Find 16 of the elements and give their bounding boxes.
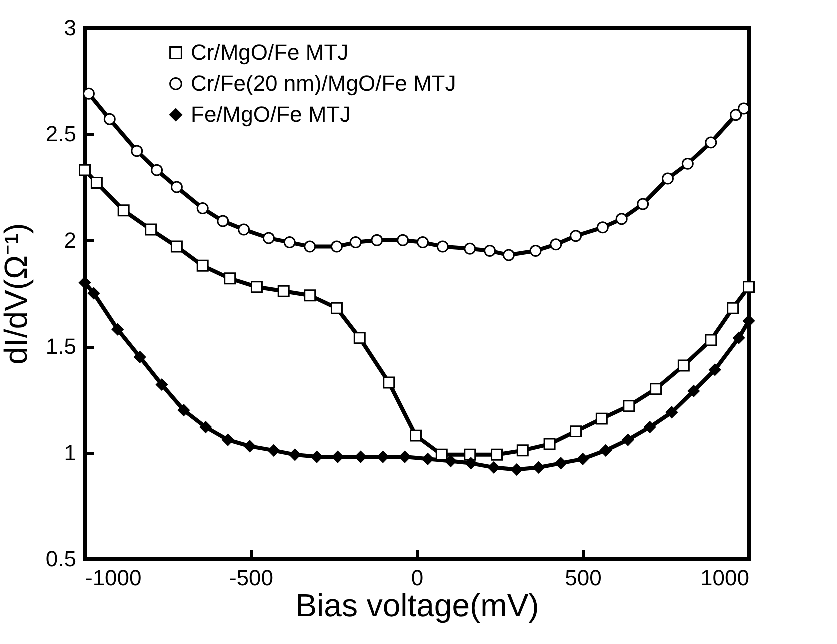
y-tick-label: 2 <box>64 228 76 253</box>
y-tick-label: 1.5 <box>46 334 76 360</box>
y-tick-label: 0.5 <box>46 546 76 572</box>
x-tick-label: -500 <box>229 566 274 590</box>
y-axis-title: dI/dV(Ω⁻¹) <box>0 223 34 365</box>
x-tick-label: 1000 <box>700 566 750 590</box>
x-tick-label: -1000 <box>86 566 142 590</box>
y-tick-label: 1 <box>64 440 76 466</box>
x-axis-title: Bias voltage(mV) <box>296 588 540 624</box>
x-tick-label: 0 <box>411 566 424 590</box>
y-tick-label: 3 <box>64 16 76 40</box>
y-tick-label: 2.5 <box>46 122 76 147</box>
legend-label: Cr/Fe(20 nm)/MgO/Fe MTJ <box>191 71 456 96</box>
legend-label: Fe/MgO/Fe MTJ <box>191 102 352 127</box>
legend-label: Cr/MgO/Fe MTJ <box>191 40 349 65</box>
x-tick-label: 500 <box>565 566 602 590</box>
